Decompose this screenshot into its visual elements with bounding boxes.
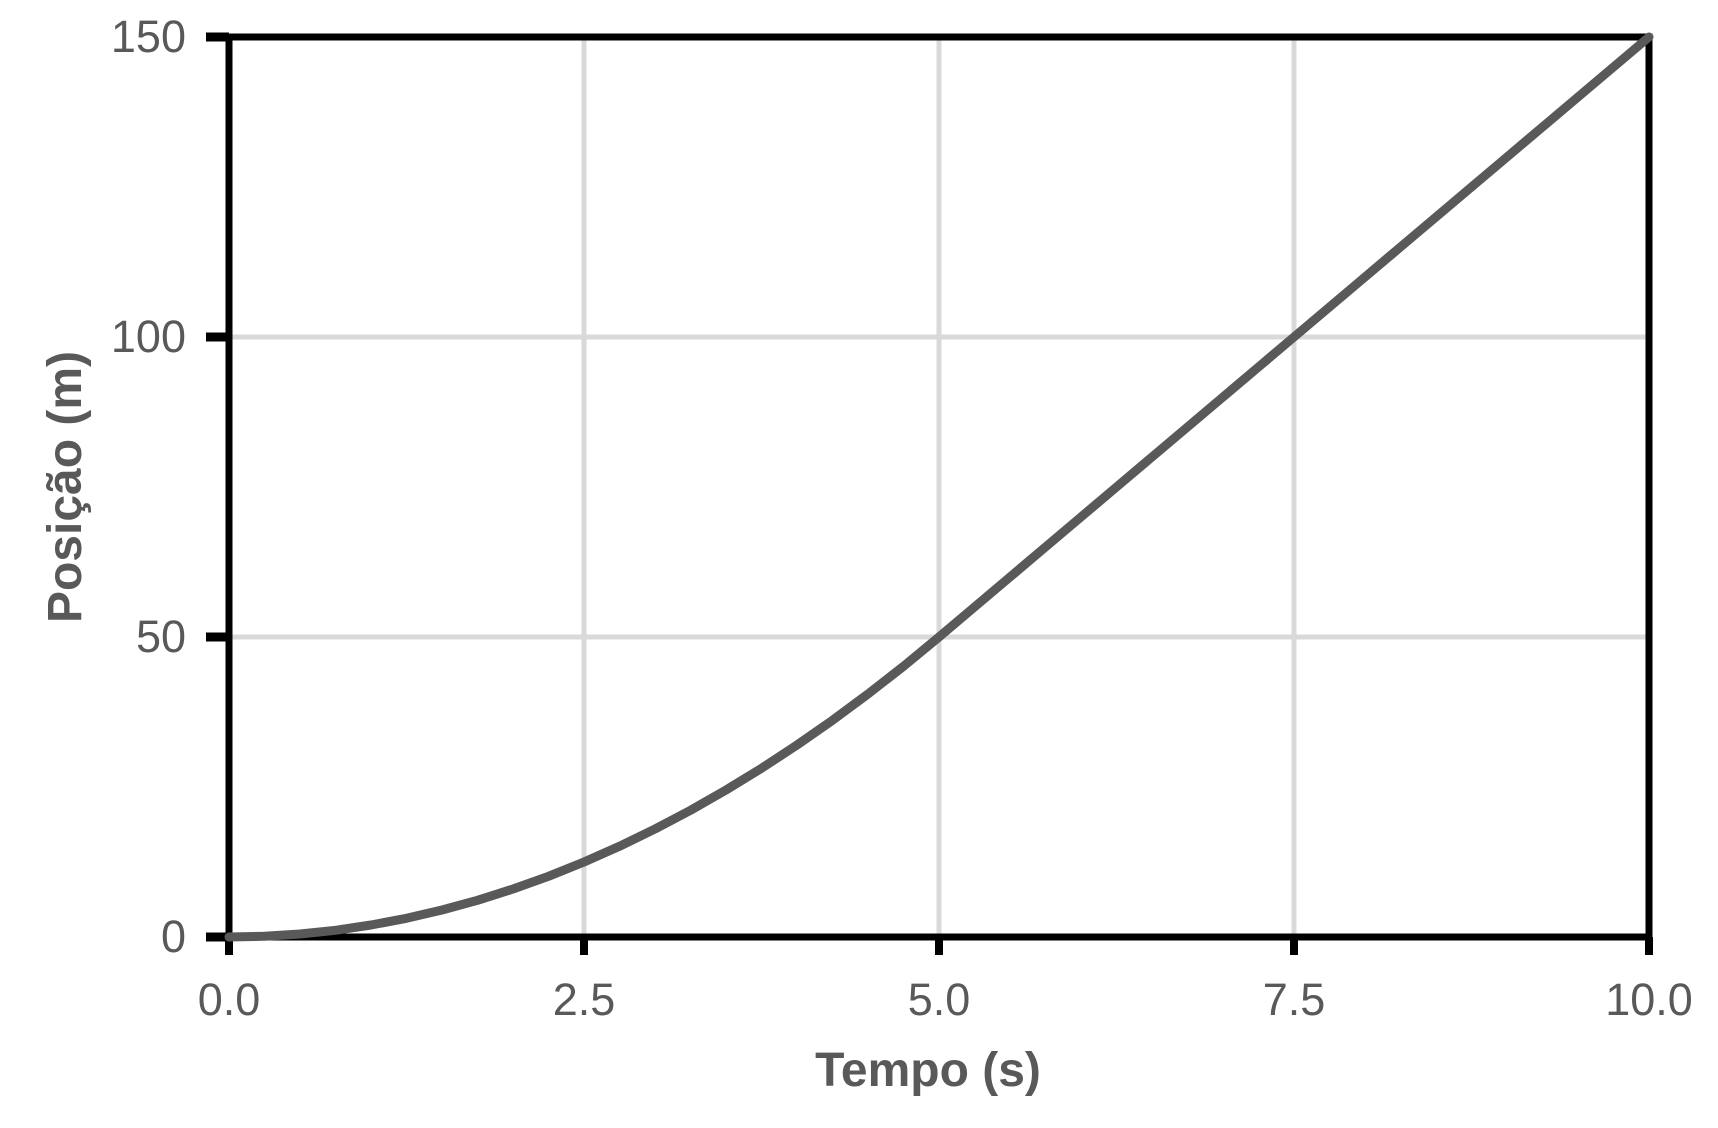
position-curve: [224, 32, 1654, 942]
y-tick-label: 100: [110, 311, 186, 362]
x-tick-label: 2.5: [552, 974, 616, 1025]
y-tick-label: 0: [160, 911, 186, 962]
x-tick-label: 5.0: [907, 974, 971, 1025]
y-tick-label: 50: [135, 611, 186, 662]
axis-ticks: [206, 32, 1653, 955]
x-tick-label: 10.0: [1605, 974, 1693, 1025]
x-tick-label: 0.0: [197, 974, 261, 1025]
y-axis-title: Posição (m): [39, 350, 92, 624]
y-tick-label: 150: [110, 11, 186, 62]
x-axis-title: Tempo (s): [815, 1044, 1041, 1097]
x-tick-label: 7.5: [1262, 974, 1326, 1025]
gridlines: [229, 37, 1649, 937]
